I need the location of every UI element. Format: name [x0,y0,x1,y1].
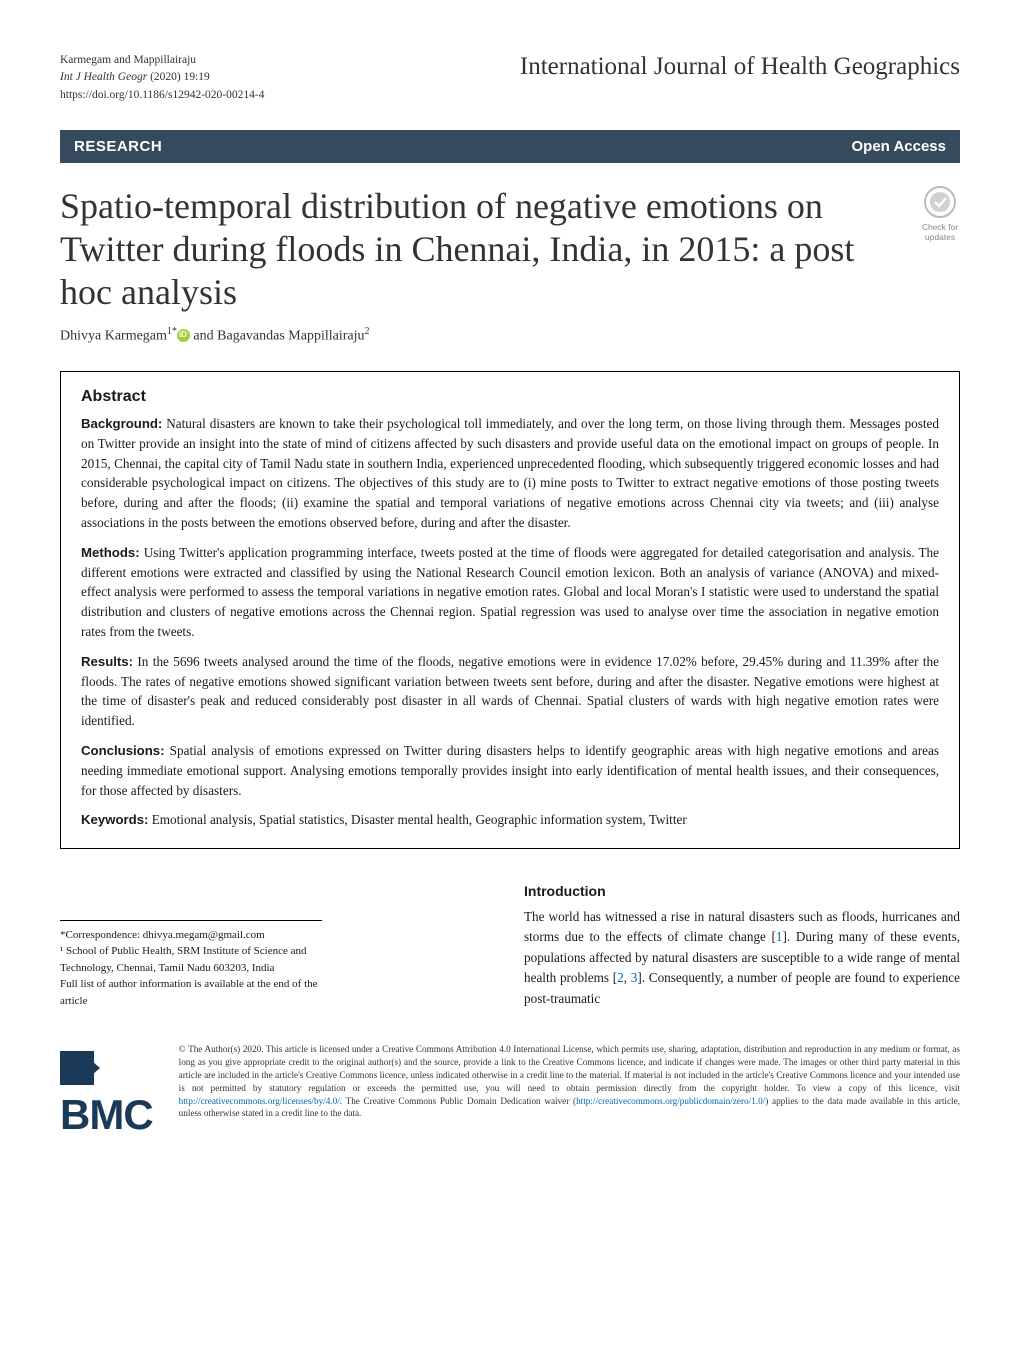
license-b: . The Creative Commons Public Domain Ded… [340,1096,576,1106]
crossmark-badge[interactable]: Check for updates [920,185,960,242]
bmc-square-icon [60,1051,94,1085]
background-label: Background: [81,416,162,431]
page-footer: BMC © The Author(s) 2020. This article i… [60,1043,960,1139]
abstract-heading: Abstract [81,388,939,406]
abstract-results: Results: In the 5696 tweets analysed aro… [81,652,939,731]
open-access-label: Open Access [852,138,947,155]
journal-title: International Journal of Health Geograph… [520,52,960,82]
abstract-conclusions: Conclusions: Spatial analysis of emotion… [81,741,939,800]
abstract-background: Background: Natural disasters are known … [81,414,939,533]
methods-text: Using Twitter's application programming … [81,545,939,639]
keywords-text: Emotional analysis, Spatial statistics, … [148,812,686,827]
article-type-label: RESEARCH [74,138,162,155]
author-2: Bagavandas Mappillairaju [217,329,364,344]
background-text: Natural disasters are known to take thei… [81,416,939,530]
article-type-banner: RESEARCH Open Access [60,130,960,163]
article-title: Spatio-temporal distribution of negative… [60,185,902,315]
conclusions-text: Spatial analysis of emotions expressed o… [81,743,939,798]
abstract-keywords: Keywords: Emotional analysis, Spatial st… [81,810,939,830]
citation-journal: Int J Health Geogr [60,71,147,83]
conclusions-label: Conclusions: [81,743,165,758]
correspondence-email: *Correspondence: dhivya.megam@gmail.com [60,927,322,944]
ref-1[interactable]: 1 [776,929,783,944]
crossmark-icon [923,185,957,219]
correspondence-note: Full list of author information is avail… [60,976,322,1009]
results-label: Results: [81,654,133,669]
bmc-text: BMC [60,1091,153,1138]
ref-2[interactable]: 2 [617,970,624,985]
author-1: Dhivya Karmegam [60,329,167,344]
correspondence-affil: ¹ School of Public Health, SRM Institute… [60,943,322,976]
citation-year-vol: (2020) 19:19 [150,71,210,83]
introduction-paragraph: The world has witnessed a rise in natura… [524,907,960,1009]
license-link-1[interactable]: http://creativecommons.org/licenses/by/4… [179,1096,340,1106]
orcid-icon[interactable] [177,329,190,342]
abstract-box: Abstract Background: Natural disasters a… [60,371,960,849]
bmc-logo: BMC [60,1043,153,1139]
results-text: In the 5696 tweets analysed around the t… [81,654,939,728]
correspondence-block: *Correspondence: dhivya.megam@gmail.com … [60,920,322,1010]
citation-authors: Karmegam and Mappillairaju [60,52,264,69]
running-header: Karmegam and Mappillairaju Int J Health … [60,52,960,104]
abstract-methods: Methods: Using Twitter's application pro… [81,543,939,642]
citation-block: Karmegam and Mappillairaju Int J Health … [60,52,264,104]
intro-text-c: , [624,970,631,985]
keywords-label: Keywords: [81,812,148,827]
author-list: Dhivya Karmegam1* and Bagavandas Mappill… [60,326,960,345]
license-link-2[interactable]: http://creativecommons.org/publicdomain/… [576,1096,765,1106]
methods-label: Methods: [81,545,140,560]
crossmark-label: Check for updates [922,222,958,242]
doi-link[interactable]: https://doi.org/10.1186/s12942-020-00214… [60,89,264,101]
author-and: and [190,329,217,344]
right-column: Introduction The world has witnessed a r… [524,881,960,1009]
license-text: © The Author(s) 2020. This article is li… [179,1043,960,1120]
left-column: *Correspondence: dhivya.megam@gmail.com … [60,881,496,1009]
introduction-heading: Introduction [524,881,960,903]
license-a: © The Author(s) 2020. This article is li… [179,1044,960,1093]
author-1-affil: 1* [167,326,177,337]
author-2-affil: 2 [364,326,369,337]
